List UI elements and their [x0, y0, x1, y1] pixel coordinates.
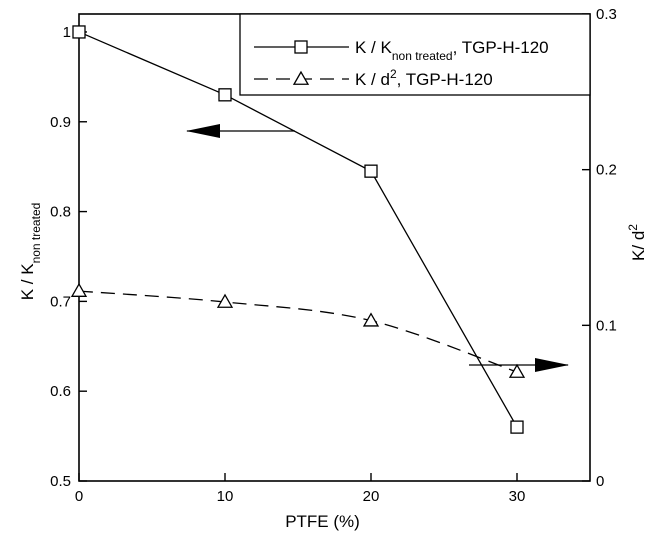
series-line-k-over-d2 — [78, 290, 518, 373]
x-axis-title: PTFE (%) — [285, 512, 360, 531]
triangle-marker — [216, 293, 234, 308]
triangle-marker — [362, 312, 380, 327]
series-group — [70, 25, 526, 434]
square-marker — [218, 88, 232, 102]
series-line-k-ratio — [78, 31, 518, 428]
y-left-tick-label: 0.9 — [50, 114, 71, 131]
y-left-axis-title: K / Knon treated — [18, 203, 43, 301]
legend-square-marker — [294, 40, 308, 54]
triangle-marker — [508, 363, 526, 378]
square-marker — [510, 420, 524, 434]
annotations — [186, 124, 569, 372]
y-right-tick-label: 0.3 — [596, 6, 617, 23]
y-left-tick-label: 0.6 — [50, 383, 71, 400]
y-right-axis-title: K/ d2 — [626, 224, 648, 261]
x-tick-label: 20 — [363, 488, 380, 505]
x-tick-label: 10 — [217, 488, 234, 505]
x-tick-label: 30 — [509, 488, 526, 505]
legend-label-k-over-d2: K / d2, TGP-H-120 — [355, 67, 493, 89]
y-left-tick-label: 0.5 — [50, 473, 71, 490]
y-left-tick-label: 0.8 — [50, 204, 71, 221]
square-marker — [364, 164, 378, 178]
y-left-tick-label: 0.7 — [50, 293, 71, 310]
y-right-tick-label: 0.1 — [596, 317, 617, 334]
legend-triangle-marker — [292, 70, 310, 85]
y-left-tick-label: 1 — [63, 24, 71, 41]
triangle-marker — [70, 282, 88, 297]
square-marker — [72, 25, 86, 39]
legend: K / Knon treated, TGP-H-120 K / d2, TGP-H… — [239, 13, 591, 96]
x-tick-label: 0 — [75, 488, 83, 505]
y-right-tick-label: 0.2 — [596, 162, 617, 179]
y-right-tick-label: 0 — [596, 473, 604, 490]
legend-label-k-ratio: K / Knon treated, TGP-H-120 — [355, 38, 549, 63]
